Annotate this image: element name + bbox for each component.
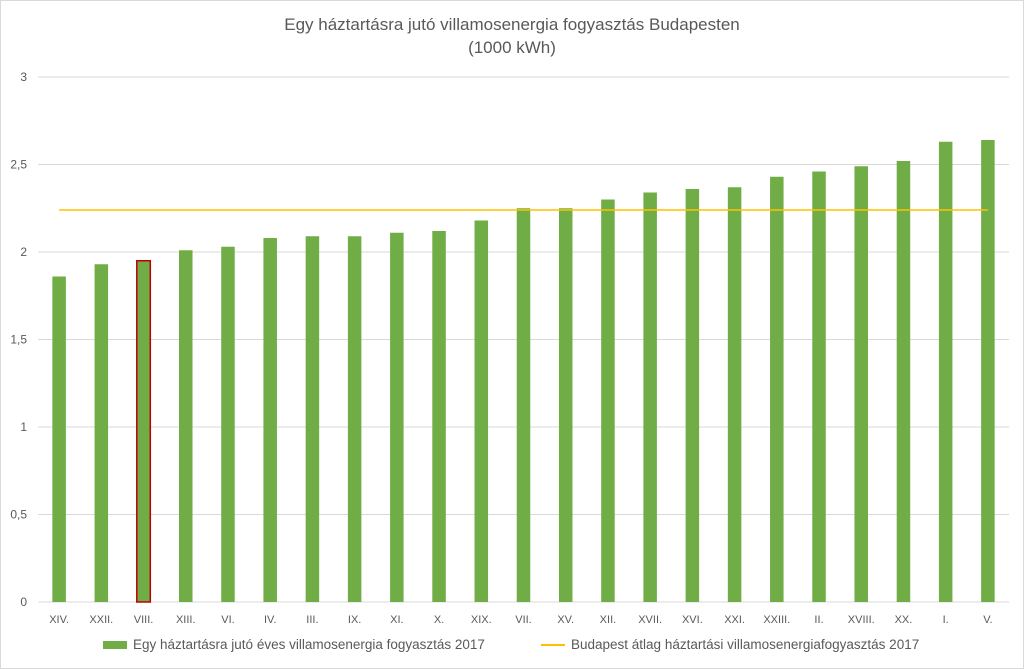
bar <box>179 250 193 602</box>
bar <box>770 176 784 602</box>
x-tick-label: XI. <box>390 614 403 626</box>
x-tick-label: X. <box>434 614 444 626</box>
bar <box>854 166 868 602</box>
x-tick-label: V. <box>983 614 992 626</box>
x-tick-label: II. <box>814 614 823 626</box>
x-tick-label: XXI. <box>724 614 745 626</box>
x-tick-label: XV. <box>557 614 574 626</box>
bar <box>685 189 700 602</box>
bar <box>305 236 320 602</box>
x-tick-label: XIX. <box>471 614 492 626</box>
bar-series <box>52 140 995 603</box>
bar <box>601 199 615 602</box>
x-tick-label: XIV. <box>49 614 69 626</box>
x-tick-label: VIII. <box>134 614 154 626</box>
x-tick-label: XVII. <box>638 614 662 626</box>
y-tick-label: 1,5 <box>10 333 27 347</box>
y-tick-labels: 0 0,5 1 1,5 2 2,5 3 <box>10 70 27 609</box>
legend-swatch-bar <box>103 640 127 649</box>
legend-item-bar-series: Egy háztartásra jutó éves villamosenergi… <box>103 637 485 652</box>
bar <box>52 276 66 602</box>
y-tick-label: 0 <box>20 595 27 609</box>
bar <box>896 161 911 602</box>
x-tick-label: IV. <box>264 614 276 626</box>
grid-lines <box>38 76 1009 603</box>
x-tick-label: XII. <box>600 614 617 626</box>
x-tick-label: VII. <box>515 614 532 626</box>
legend-swatch-line <box>541 643 565 646</box>
bar <box>263 238 277 602</box>
bar <box>347 236 362 602</box>
legend-item-average-line: Budapest átlag háztartási villamosenergi… <box>541 637 919 652</box>
legend-label-bar-series: Egy háztartásra jutó éves villamosenergi… <box>133 637 485 652</box>
x-tick-label: I. <box>943 614 949 626</box>
bar <box>938 141 953 602</box>
x-tick-label: XXII. <box>89 614 113 626</box>
y-tick-label: 2,5 <box>10 158 27 172</box>
x-tick-label: VI. <box>221 614 234 626</box>
x-tick-labels: XIV. XXII. VIII. XIII. VI. IV. III. IX. XI. X. XIX… <box>49 614 992 626</box>
x-tick-label: XVI. <box>682 614 703 626</box>
y-tick-label: 3 <box>20 70 27 84</box>
bar <box>474 220 489 602</box>
bar <box>812 171 826 602</box>
x-tick-label: XIII. <box>176 614 196 626</box>
x-tick-label: XVIII. <box>848 614 875 626</box>
bar <box>558 208 573 602</box>
bar <box>432 231 446 602</box>
legend-label-average-line: Budapest átlag háztartási villamosenergi… <box>571 637 920 652</box>
bar <box>981 140 995 602</box>
bar <box>94 264 109 602</box>
y-tick-label: 2 <box>20 245 27 259</box>
y-tick-label: 0,5 <box>10 508 27 522</box>
bar <box>643 192 657 602</box>
chart-title: Egy háztartásra jutó villamosenergia fog… <box>284 15 740 34</box>
x-tick-label: IX. <box>348 614 361 626</box>
bar <box>727 187 742 602</box>
bar <box>390 232 404 602</box>
x-tick-label: III. <box>306 614 318 626</box>
chart-plot: 0 0,5 1 1,5 2 2,5 3 XIV. XXII. VIII. XIII. VI. IV. I… <box>10 70 1009 626</box>
legend: Egy háztartásra jutó éves villamosenergi… <box>1 637 1023 659</box>
y-tick-label: 1 <box>20 420 27 434</box>
chart-subtitle: (1000 kWh) <box>468 38 556 57</box>
x-tick-label: XX. <box>895 614 913 626</box>
x-tick-label: XXIII. <box>763 614 790 626</box>
bar <box>516 208 531 602</box>
bar <box>136 260 152 603</box>
bar <box>221 246 235 602</box>
